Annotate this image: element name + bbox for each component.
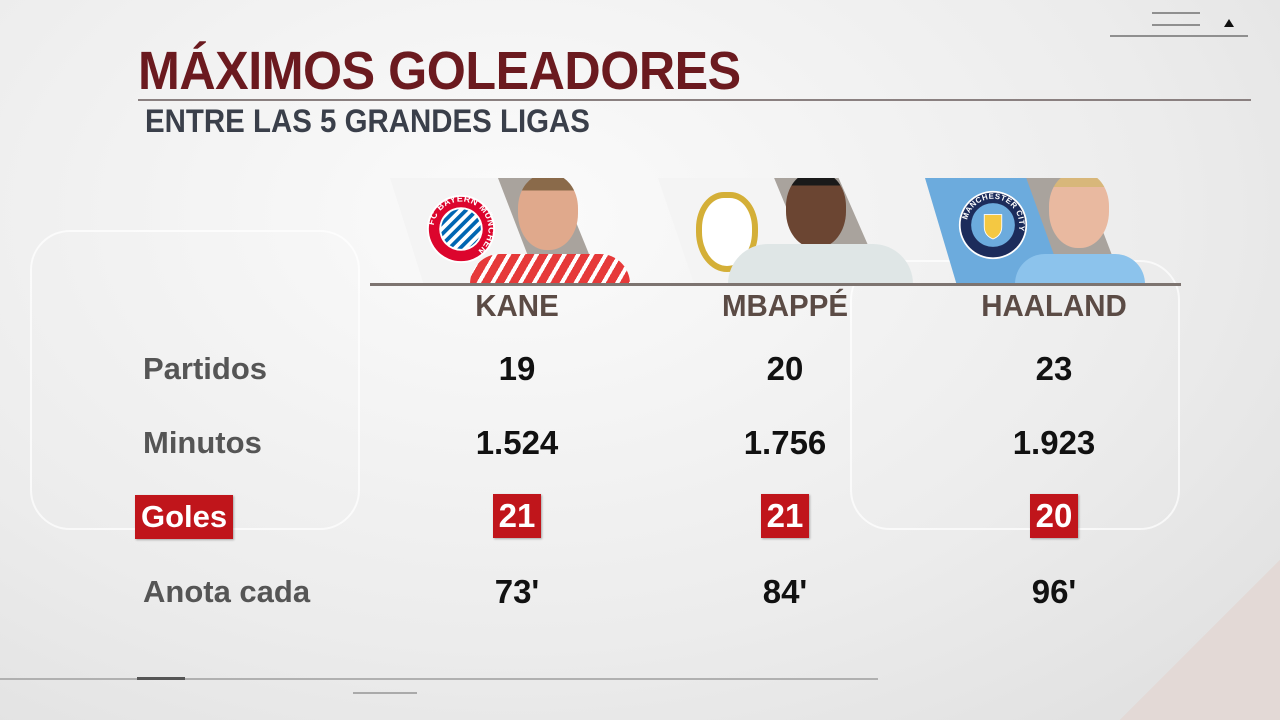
stat-value: 1.524 (475, 424, 559, 461)
page-title: MÁXIMOS GOLEADORES (138, 41, 741, 101)
row-label-anota-cada: Anota cada (143, 574, 311, 609)
page-subtitle: ENTRE LAS 5 GRANDES LIGAS (145, 103, 590, 139)
corner-line (1110, 35, 1248, 37)
player-name: KANE (475, 288, 559, 323)
footer-line (137, 677, 185, 680)
stat-value: 23 (1035, 350, 1073, 387)
stat-value: 96' (1031, 573, 1077, 610)
footer-line (353, 692, 417, 694)
bayern-crest-icon: FC BAYERN MÜNCHEN (426, 193, 496, 264)
stat-value-goles: 21 (417, 494, 617, 538)
stat-value: 20 (766, 350, 804, 387)
player-card-kane: FC BAYERN MÜNCHEN (390, 178, 630, 284)
player-photo (518, 178, 578, 250)
player-card-haaland: MANCHESTER CITY (925, 178, 1150, 284)
corner-decoration (1120, 560, 1280, 720)
player-shirt (1015, 254, 1145, 284)
stat-value: 19 (498, 350, 536, 387)
title-divider (138, 99, 1251, 101)
player-shirt (470, 254, 630, 284)
triangle-up-icon (1224, 19, 1234, 27)
cards-baseline (370, 283, 1181, 286)
row-label-partidos: Partidos (143, 351, 268, 386)
stat-value: 1.923 (1012, 424, 1096, 461)
player-photo (786, 178, 846, 248)
player-shirt (728, 244, 913, 284)
stat-value-goles: 21 (685, 494, 885, 538)
stat-value: 73' (494, 573, 540, 610)
player-name: MBAPPÉ (721, 288, 848, 323)
player-card-mbappe (658, 178, 916, 284)
player-photo (1049, 178, 1109, 248)
corner-line (1152, 24, 1200, 26)
man-city-crest-icon: MANCHESTER CITY (958, 190, 1028, 260)
stat-value-goles: 20 (954, 494, 1154, 538)
footer-line (0, 678, 878, 680)
player-name: HAALAND (981, 288, 1127, 323)
stat-value: 1.756 (743, 424, 827, 461)
goles-highlight: Goles (135, 495, 234, 539)
row-label-minutos: Minutos (143, 425, 262, 460)
goles-value: 20 (1029, 494, 1079, 538)
goles-value: 21 (760, 494, 810, 538)
goles-value: 21 (492, 494, 542, 538)
stat-value: 84' (762, 573, 808, 610)
corner-line (1152, 12, 1200, 14)
row-label-goles: Goles (135, 495, 234, 539)
